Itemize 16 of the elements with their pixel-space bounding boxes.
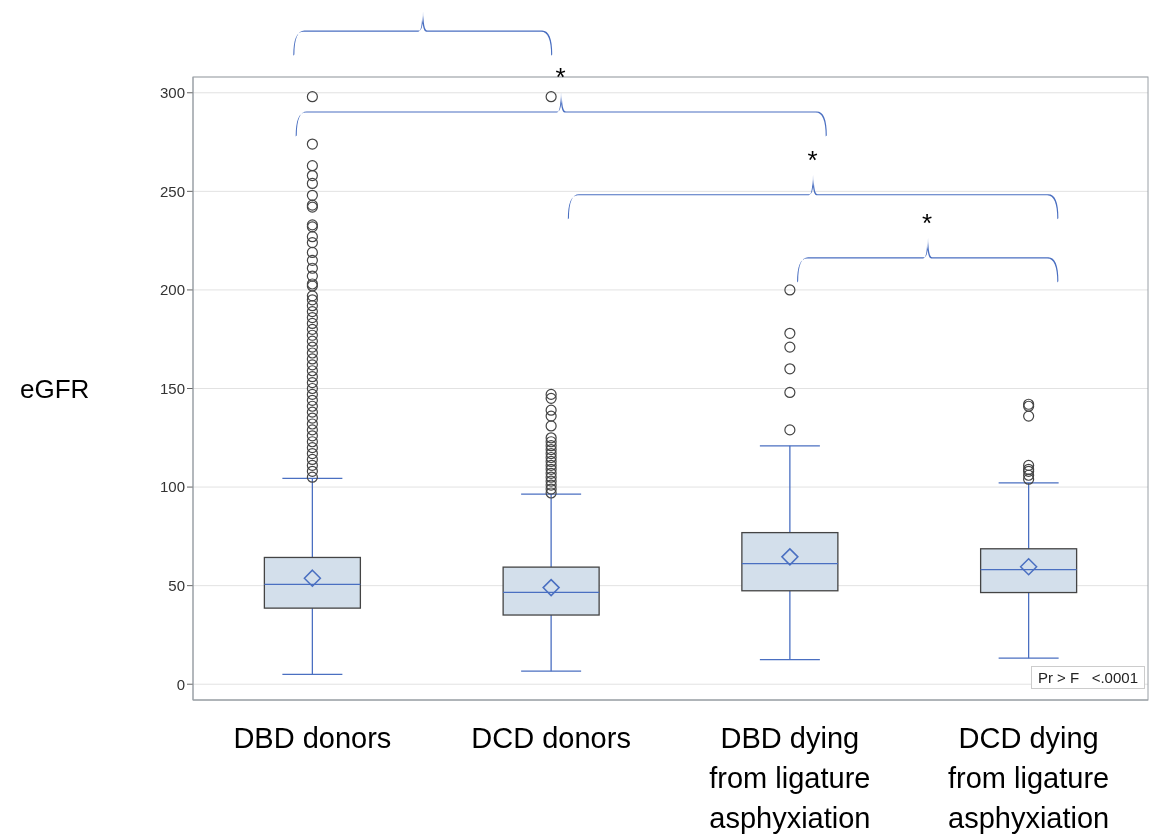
y-axis-title: eGFR bbox=[20, 373, 90, 404]
annotation: Pr > F <.0001 bbox=[1030, 666, 1145, 689]
annotation: * bbox=[555, 62, 566, 93]
y-tick-label: 300 bbox=[159, 84, 185, 102]
y-tick-label: 50 bbox=[168, 576, 185, 594]
annotation: * bbox=[807, 145, 818, 176]
y-tick-label: 200 bbox=[159, 281, 185, 299]
x-tick-label: DCD donors bbox=[471, 722, 631, 754]
annotation: * bbox=[922, 208, 933, 239]
y-tick-label: 250 bbox=[159, 182, 185, 200]
y-tick-label: 0 bbox=[176, 675, 185, 693]
x-tick-label: DBD donors bbox=[233, 722, 392, 754]
y-tick-label: 150 bbox=[159, 379, 185, 397]
y-tick-label: 100 bbox=[159, 478, 185, 496]
x-tick-label: DCD dying from ligature asphyxiation bbox=[948, 722, 1110, 834]
x-tick-label: DBD dying from ligature asphyxiation bbox=[709, 722, 871, 834]
